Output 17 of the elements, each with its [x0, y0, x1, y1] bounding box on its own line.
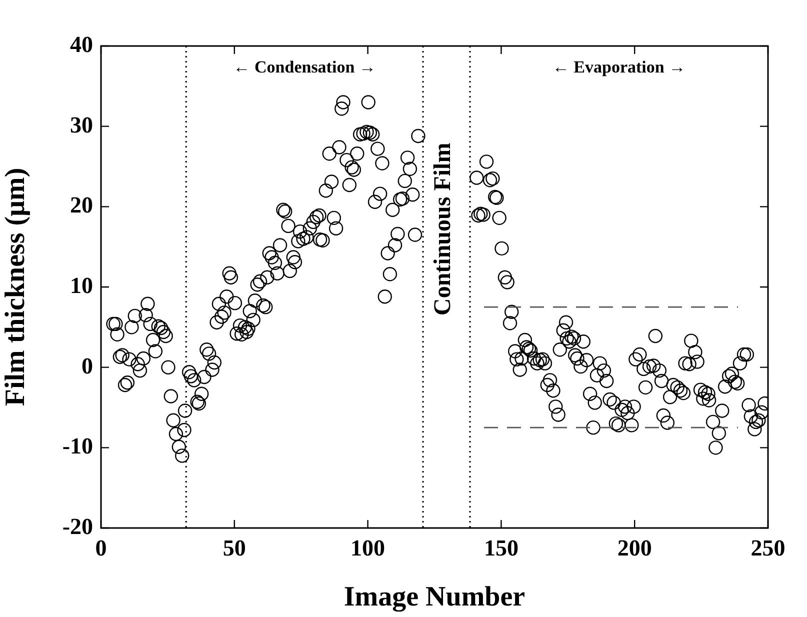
y-tick-label: -10 [62, 434, 93, 459]
y-tick-label: 0 [82, 353, 93, 378]
annotation: ← Condensation → [233, 57, 376, 76]
y-tick-label: 20 [70, 192, 93, 218]
y-tick-label: -20 [62, 514, 93, 539]
ref-line-label: Continuous Film [430, 142, 456, 316]
annotation: ← Evaporation → [552, 57, 686, 76]
y-axis-title: Film thickness (μm) [0, 168, 32, 406]
x-axis-title: Image Number [344, 581, 526, 612]
y-tick-label: 10 [70, 272, 93, 298]
x-tick-label: 200 [617, 536, 652, 561]
x-tick-label: 50 [222, 536, 246, 561]
y-tick-label: 40 [70, 32, 93, 57]
y-tick-label: 30 [70, 112, 93, 138]
x-tick-label: 100 [350, 536, 386, 561]
x-tick-label: 150 [484, 536, 518, 561]
x-tick-label: 250 [750, 536, 786, 561]
